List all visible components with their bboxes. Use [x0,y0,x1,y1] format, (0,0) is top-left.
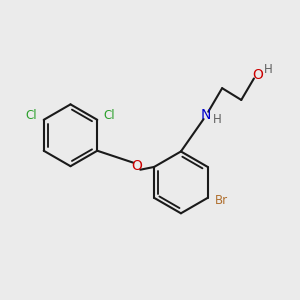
Text: H: H [264,63,273,76]
Text: O: O [252,68,263,82]
Text: Br: Br [215,194,228,207]
Text: N: N [201,108,211,122]
Text: Cl: Cl [26,109,37,122]
Text: Cl: Cl [104,109,116,122]
Text: O: O [131,159,142,173]
Text: H: H [213,112,221,126]
